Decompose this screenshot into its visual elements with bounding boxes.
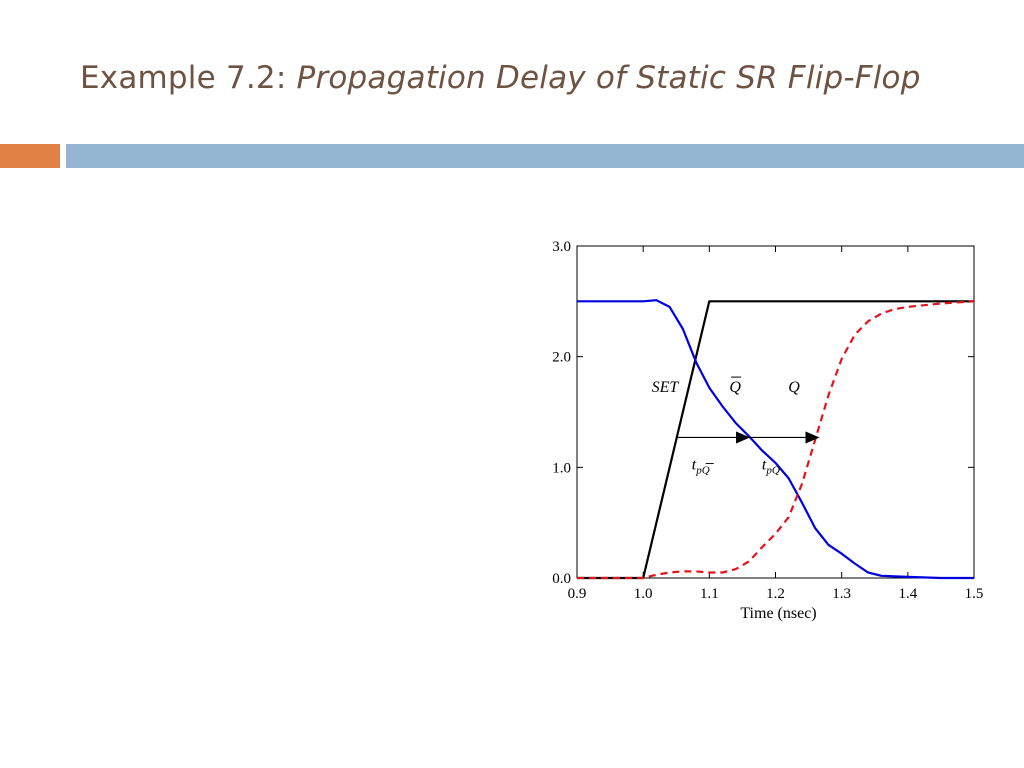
series-line-qbar bbox=[577, 299, 974, 580]
x-tick-label: 1.0 bbox=[634, 586, 653, 602]
label-q: Q bbox=[788, 379, 800, 396]
x-tick-label: 0.9 bbox=[568, 586, 587, 602]
x-tick-label: 1.4 bbox=[898, 586, 917, 602]
slide-title: Example 7.2: Propagation Delay of Static… bbox=[80, 60, 921, 96]
label-tpq: tpQ bbox=[762, 457, 780, 477]
y-tick-label: 1.0 bbox=[552, 460, 571, 476]
flipflop-timing-chart: 0.9 1.0 1.1 1.2 1.3 1.4 1.5 0.0 1.0 2.0 3.0 Time (n… bbox=[552, 239, 983, 622]
label-tpqbar: tpQ bbox=[692, 457, 710, 477]
accent-bar-blue bbox=[66, 144, 1024, 168]
plot-marks: 0.9 1.0 1.1 1.2 1.3 1.4 1.5 0.0 1.0 2.0 3.0 Time (n… bbox=[552, 239, 983, 622]
x-tick-label: 1.5 bbox=[965, 586, 984, 602]
x-tick-label: 1.3 bbox=[832, 586, 851, 602]
x-tick-label: 1.2 bbox=[766, 586, 785, 602]
y-tick-label: 0.0 bbox=[552, 571, 571, 587]
series-line-q bbox=[577, 300, 975, 580]
label-set: SET bbox=[652, 379, 680, 396]
x-axis-title: Time (nsec) bbox=[740, 605, 816, 622]
x-tick-label: 1.1 bbox=[700, 586, 719, 602]
y-tick-label: 3.0 bbox=[552, 239, 571, 255]
title-main: Propagation Delay of Static SR Flip-Flop bbox=[296, 60, 921, 96]
accent-bar-orange bbox=[0, 144, 60, 168]
plot-frame bbox=[576, 245, 975, 579]
series-line-set bbox=[577, 300, 974, 580]
label-qbar: Q bbox=[729, 379, 741, 396]
y-tick-label: 2.0 bbox=[552, 350, 571, 366]
title-prefix: Example 7.2: bbox=[80, 60, 297, 96]
